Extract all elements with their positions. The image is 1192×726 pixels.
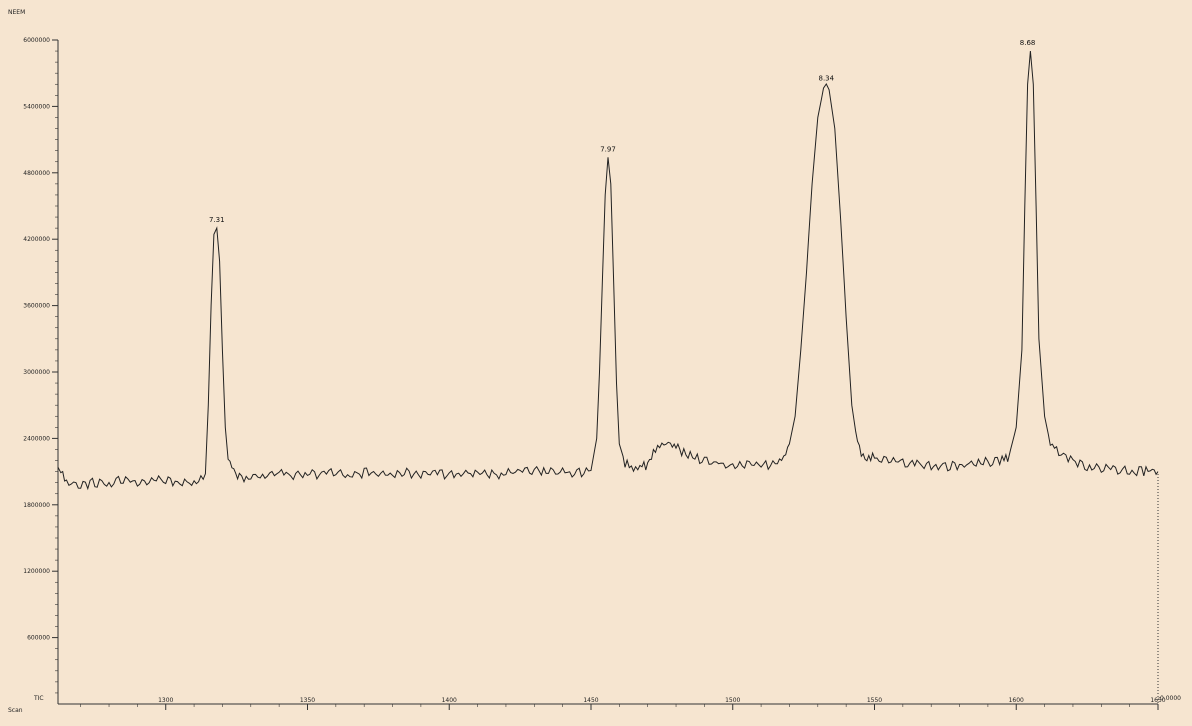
x-tick-label: 1400 xyxy=(442,697,457,704)
peak-label: 8.68 xyxy=(1020,39,1036,47)
x-tick-label: 1350 xyxy=(300,697,315,704)
x-tick-label: 1550 xyxy=(867,697,882,704)
y-tick-label: 2400000 xyxy=(23,435,50,442)
y-tick-label: 3600000 xyxy=(23,303,50,310)
x-axis-ticks: 1300 1350 1400 1450 1500 1550 1600 1650 xyxy=(158,697,1166,710)
x-tick-label: 1600 xyxy=(1009,697,1024,704)
y-tick-label: 3000000 xyxy=(23,369,50,376)
x-tick-label: 1500 xyxy=(725,697,740,704)
x-tick-label: 1300 xyxy=(158,697,173,704)
peak-label: 8.34 xyxy=(819,74,835,82)
y-tick-label: 1800000 xyxy=(23,502,50,509)
minor-ticks xyxy=(55,50,1130,707)
x-tick-label: 1450 xyxy=(583,697,598,704)
y-tick-label: 6000000 xyxy=(23,37,50,44)
peak-label: 7.97 xyxy=(600,145,616,153)
y-tick-label: 1200000 xyxy=(23,568,50,575)
y-tick-label: 4200000 xyxy=(23,236,50,243)
x-tick-label: 1650 xyxy=(1150,697,1165,704)
x-axis-title: Scan xyxy=(8,707,23,714)
peak-labels: 7.31 7.97 8.34 8.68 xyxy=(209,39,1035,224)
y-axis-ticks: 600000 1200000 1800000 2400000 3000000 360000… xyxy=(23,37,58,642)
y-tick-label: 600000 xyxy=(27,635,50,642)
y-axis-bottom-label: TIC xyxy=(33,695,44,702)
y-tick-label: 4800000 xyxy=(23,170,50,177)
y-axis-title: NEEM xyxy=(8,9,25,16)
y-tick-label: 5400000 xyxy=(23,103,50,110)
right-axis-label: 0.0000 xyxy=(1160,695,1181,702)
peak-label: 7.31 xyxy=(209,216,225,224)
tic-trace-line xyxy=(57,51,1159,491)
